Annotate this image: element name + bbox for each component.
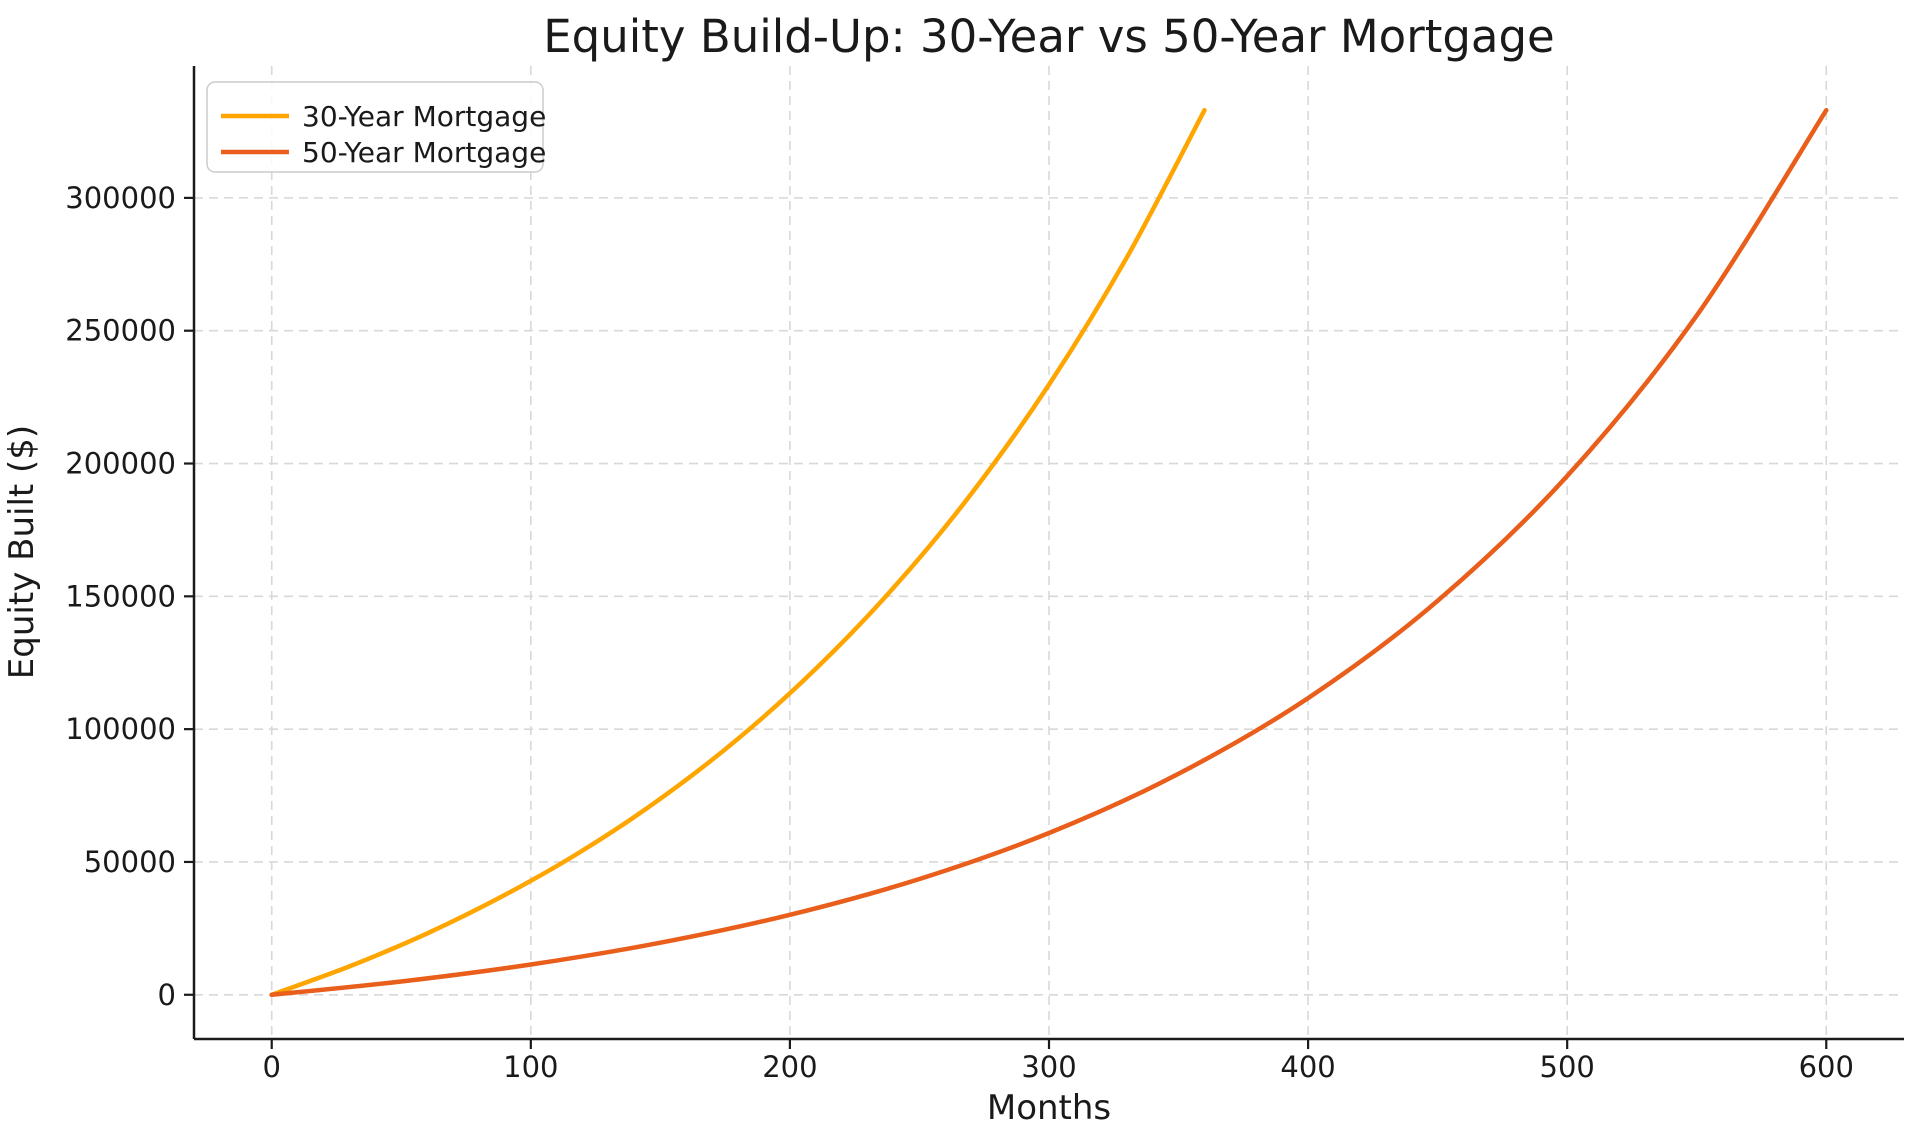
x-axis-label: Months	[987, 1088, 1111, 1128]
y-tick-label: 300000	[65, 181, 176, 215]
legend-label-50-year: 50-Year Mortgage	[302, 136, 546, 169]
legend-label-30-year: 30-Year Mortgage	[302, 100, 546, 133]
x-tick-label: 100	[503, 1050, 558, 1084]
y-tick-label: 150000	[65, 579, 176, 613]
series-line-30-year	[269, 107, 1207, 998]
x-tick-label: 600	[1799, 1050, 1854, 1084]
x-tick-label: 200	[762, 1050, 817, 1084]
x-tick-label: 400	[1280, 1050, 1335, 1084]
x-tick-label: 0	[263, 1050, 281, 1084]
y-axis-label: Equity Built ($)	[2, 425, 42, 679]
x-tick-label: 500	[1540, 1050, 1595, 1084]
series-line-50-year	[269, 107, 1829, 998]
series-layer	[269, 107, 1829, 998]
y-tick-label: 100000	[65, 712, 176, 746]
x-tick-label: 300	[1021, 1050, 1076, 1084]
y-tick-label: 250000	[65, 314, 176, 348]
y-tick-label: 50000	[84, 845, 176, 879]
tick-layer: 0 100 200 300 400 500 600 0 50000 100000 150000 200…	[65, 181, 1854, 1084]
y-tick-label: 0	[158, 978, 176, 1012]
legend-box	[206, 81, 544, 173]
chart-title: Equity Build-Up: 30-Year vs 50-Year Mort…	[543, 10, 1555, 63]
grid-layer	[194, 66, 1904, 1039]
y-tick-label: 200000	[65, 447, 176, 481]
legend: 30-Year Mortgage 50-Year Mortgage	[206, 81, 546, 173]
